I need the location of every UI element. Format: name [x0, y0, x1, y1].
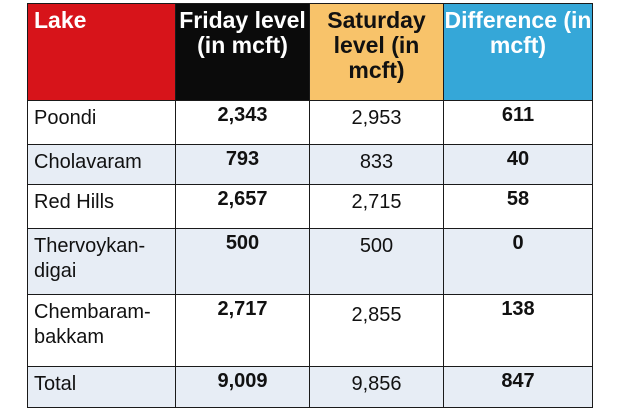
lake-levels-table: Lake Friday level (in mcft) Saturday lev… [27, 3, 593, 408]
saturday-level-value: 2,855 [309, 294, 444, 367]
saturday-level-value: 2,953 [309, 100, 444, 145]
table-row: Red Hills 2,657 2,715 58 [27, 184, 593, 229]
saturday-level-value: 833 [309, 144, 444, 185]
friday-level-total: 9,009 [175, 366, 310, 408]
table-row: Poondi 2,343 2,953 611 [27, 100, 593, 145]
lake-name: Poondi [27, 100, 176, 145]
saturday-level-value: 2,715 [309, 184, 444, 229]
saturday-level-value: 500 [309, 228, 444, 295]
friday-level-value: 2,717 [175, 294, 310, 367]
table-row: Cholavaram 793 833 40 [27, 144, 593, 185]
difference-value: 58 [443, 184, 593, 229]
lake-name: Chembaram-bakkam [27, 294, 176, 367]
friday-level-value: 793 [175, 144, 310, 185]
header-friday-level: Friday level (in mcft) [175, 3, 310, 101]
friday-level-value: 2,343 [175, 100, 310, 145]
header-saturday-level: Saturday level (in mcft) [309, 3, 444, 101]
table-row: Chembaram-bakkam 2,717 2,855 138 [27, 294, 593, 367]
lake-name: Cholavaram [27, 144, 176, 185]
lake-name: Thervoykan-digai [27, 228, 176, 295]
table-row: Thervoykan-digai 500 500 0 [27, 228, 593, 295]
difference-total: 847 [443, 366, 593, 408]
friday-level-value: 2,657 [175, 184, 310, 229]
header-lake: Lake [27, 3, 176, 101]
total-label: Total [27, 366, 176, 408]
friday-level-value: 500 [175, 228, 310, 295]
table-row-total: Total 9,009 9,856 847 [27, 366, 593, 408]
difference-value: 611 [443, 100, 593, 145]
difference-value: 0 [443, 228, 593, 295]
saturday-level-total: 9,856 [309, 366, 444, 408]
difference-value: 40 [443, 144, 593, 185]
lake-name: Red Hills [27, 184, 176, 229]
difference-value: 138 [443, 294, 593, 367]
header-row: Lake Friday level (in mcft) Saturday lev… [27, 3, 593, 101]
header-difference: Difference (in mcft) [443, 3, 593, 101]
